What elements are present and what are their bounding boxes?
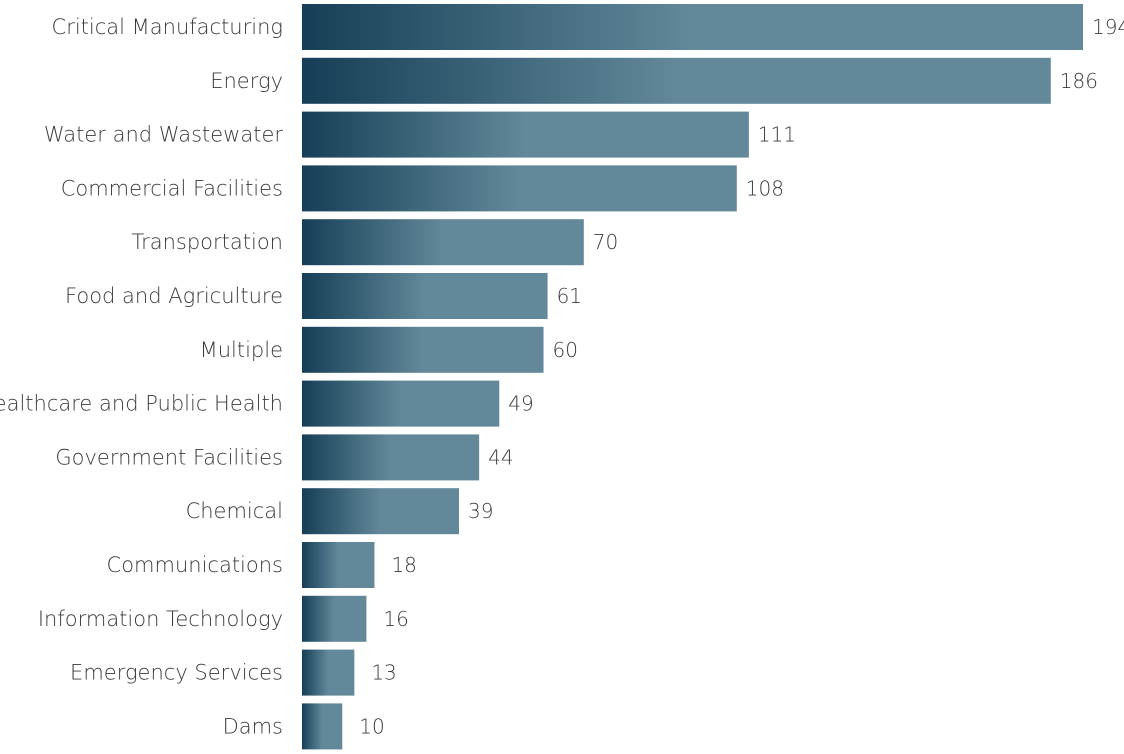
category-label: Healthcare and Public Health — [0, 392, 283, 416]
category-label: Water and Wastewater — [44, 123, 284, 147]
category-label: Transportation — [131, 230, 283, 254]
value-label: 70 — [593, 230, 618, 254]
value-label: 186 — [1060, 69, 1098, 93]
category-label: Information Technology — [38, 607, 283, 631]
category-label: Dams — [223, 714, 283, 738]
bar — [302, 111, 749, 158]
value-label: 49 — [508, 392, 533, 416]
value-label: 60 — [553, 338, 578, 362]
bar — [302, 595, 367, 642]
bar — [302, 219, 584, 266]
category-label: Communications — [107, 553, 283, 577]
bar — [302, 380, 500, 427]
bar — [302, 488, 460, 535]
bar — [302, 434, 480, 481]
category-label: Chemical — [186, 499, 283, 523]
value-label: 10 — [359, 714, 384, 738]
bar — [302, 649, 355, 696]
category-label: Food and Agriculture — [65, 284, 283, 308]
category-label: Energy — [210, 69, 283, 93]
value-label: 111 — [758, 123, 796, 147]
value-label: 108 — [746, 176, 784, 200]
value-label: 61 — [557, 284, 582, 308]
value-label: 18 — [391, 553, 416, 577]
bar — [302, 165, 737, 212]
value-label: 13 — [371, 661, 396, 685]
value-label: 194 — [1092, 15, 1124, 39]
bar — [302, 57, 1051, 104]
category-label: Government Facilities — [55, 445, 283, 469]
category-label: Multiple — [200, 338, 283, 362]
category-labels: Critical Manufacturing Energy Water and Wa… — [0, 15, 283, 738]
bars — [302, 4, 1083, 750]
category-label: Critical Manufacturing — [52, 15, 283, 39]
value-label: 16 — [383, 607, 408, 631]
category-label: Emergency Services — [70, 661, 283, 685]
bar — [302, 703, 343, 750]
bar — [302, 326, 544, 373]
category-label: Commercial Facilities — [61, 176, 283, 200]
bar — [302, 273, 548, 319]
value-label: 39 — [468, 499, 493, 523]
bar — [302, 542, 375, 588]
value-label: 44 — [488, 445, 513, 469]
value-labels: 194 186 111 108 70 61 60 49 44 39 18 16 13 10 — [359, 15, 1124, 738]
bar — [302, 4, 1083, 50]
